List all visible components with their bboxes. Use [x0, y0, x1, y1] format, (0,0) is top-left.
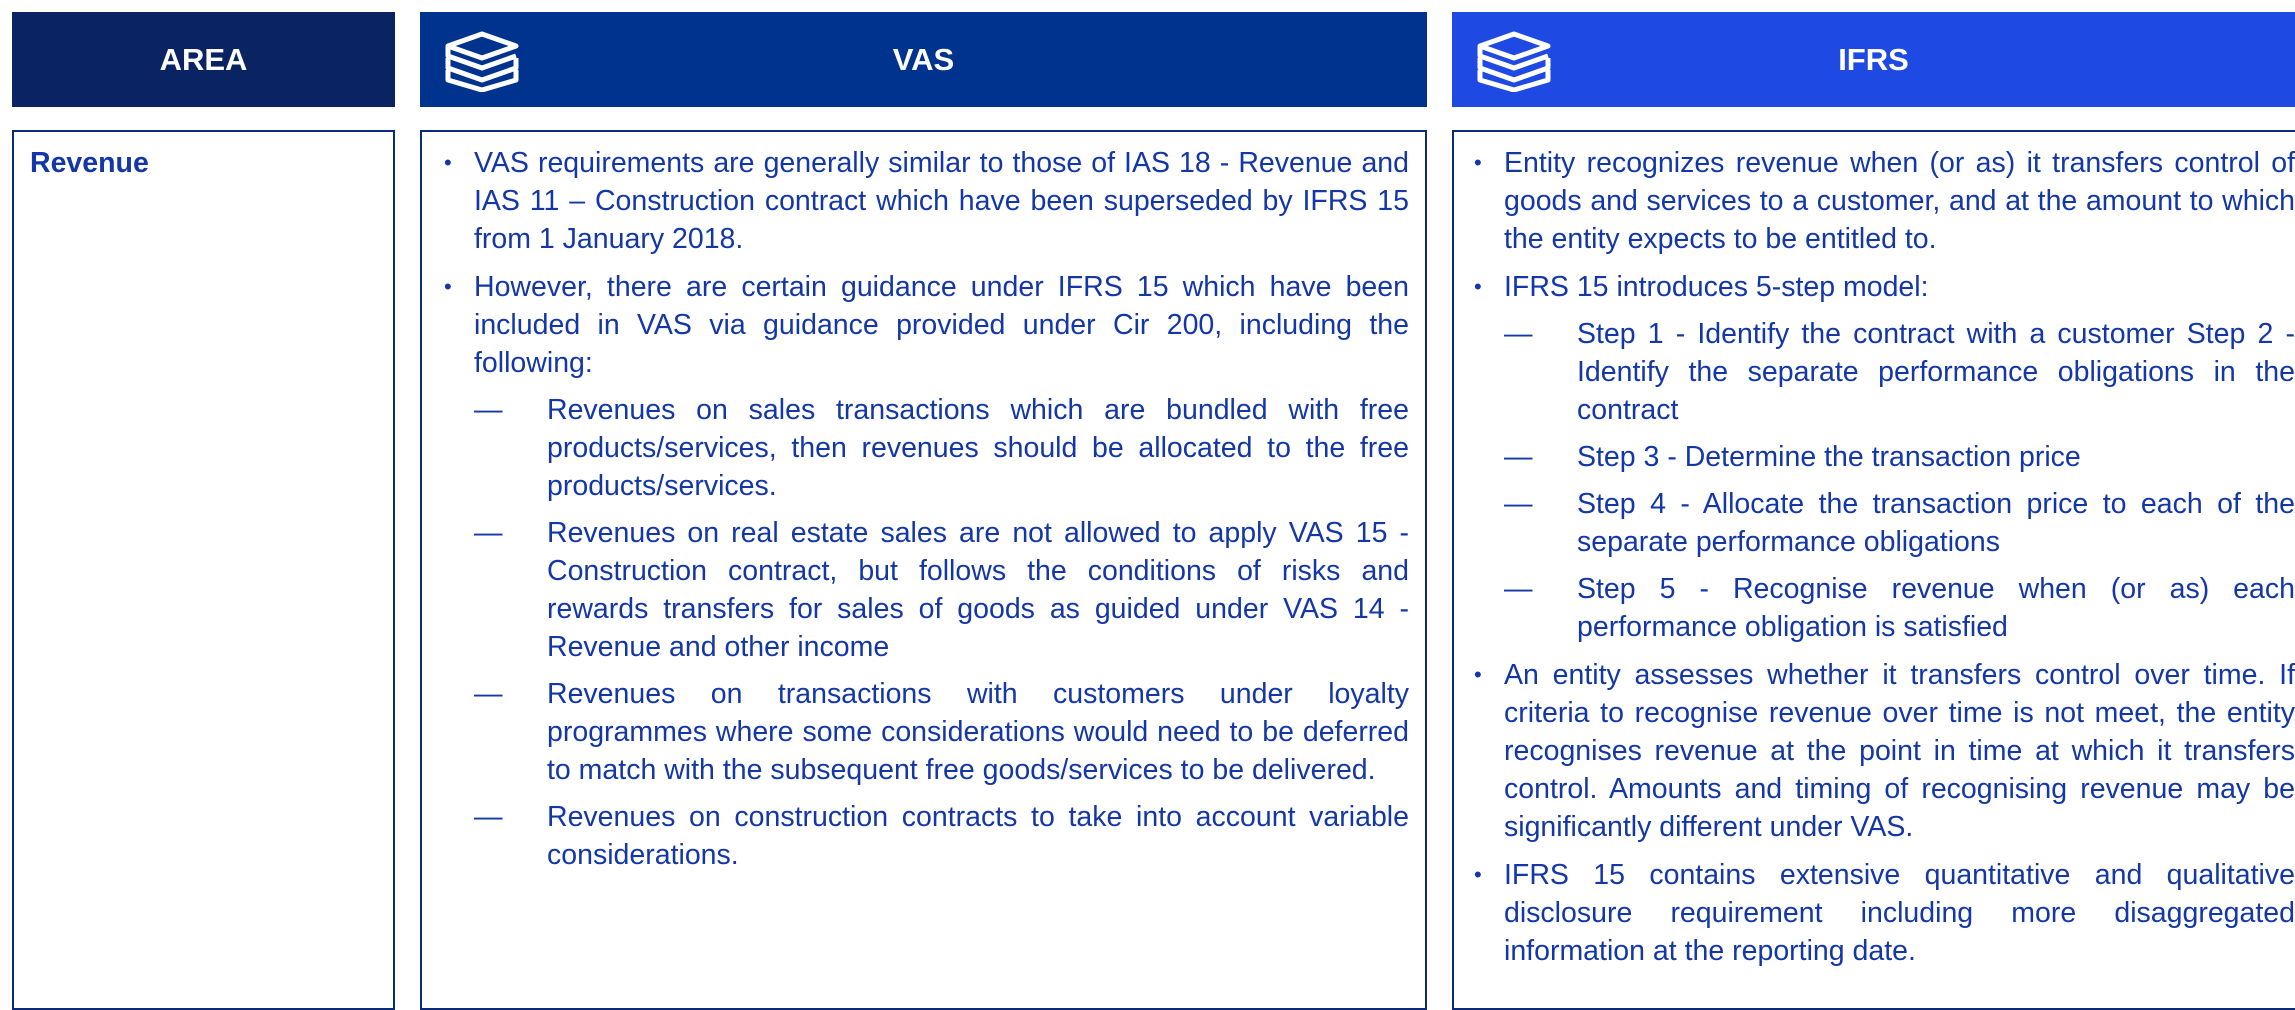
- sub-list: Step 1 - Identify the contract with a cu…: [1504, 315, 2295, 646]
- dash-item: Step 1 - Identify the contract with a cu…: [1504, 315, 2295, 429]
- bullet-text: However, there are certain guidance unde…: [474, 271, 1409, 379]
- sub-list: Revenues on sales transactions which are…: [474, 391, 1409, 874]
- dash-item: Revenues on sales transactions which are…: [474, 391, 1409, 505]
- area-text: Revenue: [30, 147, 149, 179]
- ifrs-header: IFRS: [1452, 12, 2295, 107]
- ifrs-cell: Entity recognizes revenue when (or as) i…: [1452, 130, 2295, 1010]
- bullet-item: VAS requirements are generally similar t…: [438, 144, 1409, 258]
- bullet-item: However, there are certain guidance unde…: [438, 268, 1409, 874]
- book-icon: [1477, 31, 1551, 92]
- bullet-item: An entity assesses whether it transfers …: [1468, 656, 2295, 846]
- bullet-text: VAS requirements are generally similar t…: [474, 147, 1409, 255]
- dash-item: Revenues on construction contracts to ta…: [474, 798, 1409, 874]
- header-text: AREA: [159, 41, 248, 77]
- bullet-item: Entity recognizes revenue when (or as) i…: [1468, 144, 2295, 258]
- dash-item: Revenues on transactions with customers …: [474, 675, 1409, 789]
- vas-header: VAS: [420, 12, 1427, 107]
- header-text: IFRS: [1838, 41, 1909, 77]
- dash-item: Step 5 - Recognise revenue when (or as) …: [1504, 570, 2295, 646]
- bullet-text: Entity recognizes revenue when (or as) i…: [1504, 147, 2295, 255]
- area-cell: Revenue: [12, 130, 395, 1010]
- vas-list: VAS requirements are generally similar t…: [438, 144, 1409, 874]
- dash-item: Revenues on real estate sales are not al…: [474, 514, 1409, 666]
- bullet-text: IFRS 15 contains extensive quantitative …: [1504, 859, 2295, 967]
- area-header: AREA: [12, 12, 395, 107]
- bullet-text: IFRS 15 introduces 5-step model:: [1504, 271, 1929, 303]
- bullet-item: IFRS 15 contains extensive quantitative …: [1468, 856, 2295, 970]
- book-icon: [445, 31, 519, 92]
- bullet-item: IFRS 15 introduces 5-step model: Step 1 -…: [1468, 268, 2295, 646]
- dash-item: Step 4 - Allocate the transaction price …: [1504, 485, 2295, 561]
- bullet-text: An entity assesses whether it transfers …: [1504, 659, 2295, 843]
- dash-item: Step 3 - Determine the transaction price: [1504, 438, 2295, 476]
- ifrs-list: Entity recognizes revenue when (or as) i…: [1468, 144, 2295, 970]
- header-text: VAS: [892, 41, 955, 77]
- vas-cell: VAS requirements are generally similar t…: [420, 130, 1427, 1010]
